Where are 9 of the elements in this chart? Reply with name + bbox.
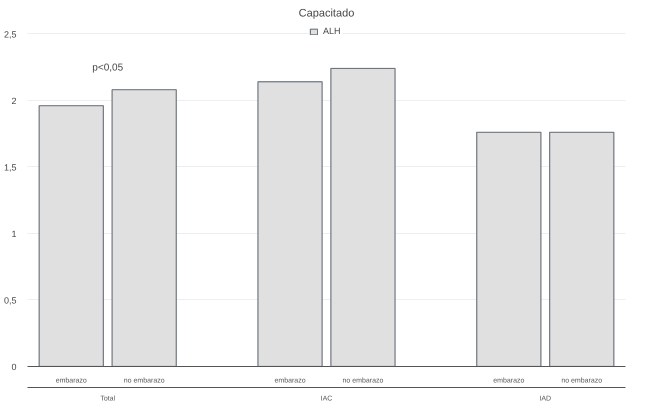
annotation: p<0,05 <box>92 62 124 74</box>
y-tick-label: 0 <box>11 362 17 372</box>
y-tick-label: 0,5 <box>4 295 17 306</box>
y-tick-label: 1,5 <box>4 162 17 172</box>
legend-label: ALH <box>323 26 342 36</box>
y-tick-label: 2 <box>11 96 17 106</box>
chart-title: Capacitado <box>298 8 354 20</box>
y-tick-label: 1 <box>11 228 17 239</box>
y-tick-label: 2,5 <box>4 29 17 40</box>
